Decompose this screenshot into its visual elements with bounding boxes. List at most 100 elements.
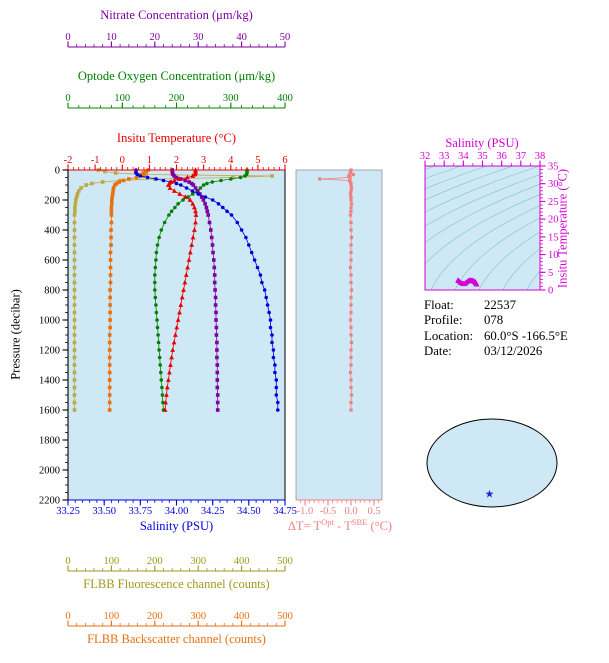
svg-text:25: 25: [548, 197, 559, 208]
svg-text:300: 300: [223, 93, 239, 104]
svg-text:34.00: 34.00: [165, 506, 189, 517]
svg-text:10: 10: [548, 250, 559, 261]
delta-t-title-sup-sbe: SBE: [351, 517, 368, 527]
svg-text:10: 10: [106, 32, 117, 43]
info-float-value: 22537: [484, 298, 516, 312]
fluorescence-axis-title: FLBB Fluorescence channel (counts): [83, 577, 270, 591]
svg-text:3: 3: [201, 155, 206, 166]
svg-text:35: 35: [548, 162, 559, 173]
svg-text:20: 20: [548, 215, 559, 226]
svg-text:2000: 2000: [39, 466, 60, 477]
svg-text:200: 200: [44, 196, 60, 207]
svg-text:34.75: 34.75: [273, 506, 297, 517]
info-profile-value: 078: [484, 313, 504, 328]
svg-text:38: 38: [535, 151, 546, 162]
info-location-value: 60.0°S -166.5°E: [484, 328, 568, 343]
backscatter-axis-title: FLBB Backscatter channel (counts): [87, 632, 266, 646]
series-temperature: [162, 167, 199, 412]
ts-scatter: [455, 277, 480, 287]
svg-text:400: 400: [234, 611, 250, 622]
ts-isopycnal-contours: [425, 166, 540, 290]
svg-text:0: 0: [65, 611, 70, 622]
svg-text:20: 20: [150, 32, 161, 43]
map-ocean: [427, 419, 557, 507]
svg-text:1600: 1600: [39, 406, 60, 417]
ts-salinity-title: Salinity (PSU): [445, 136, 519, 150]
delta-t-title-suffix: (°C): [367, 519, 393, 534]
series-nitrate: [170, 168, 220, 412]
svg-text:400: 400: [44, 226, 60, 237]
ts-panel-bg: [425, 166, 540, 290]
svg-text:5: 5: [255, 155, 260, 166]
temperature-axis-title: Insitu Temperature (°C): [116, 131, 237, 145]
float-info: Float: 22537 Profile: 078 Location: 60.0°S …: [424, 298, 568, 359]
delta-t-title-prefix: ΔT= T: [287, 519, 322, 534]
world-map: [426, 418, 558, 508]
svg-text:300: 300: [190, 611, 206, 622]
temperature-axis: -2 -1 0 1 2 3 4 5 6: [64, 155, 288, 171]
svg-text:34.25: 34.25: [201, 506, 225, 517]
ts-salinity-axis: 32 33 34 35 36 37 38: [420, 151, 546, 167]
svg-text:33: 33: [439, 151, 450, 162]
svg-text:2200: 2200: [39, 496, 60, 507]
svg-text:33.75: 33.75: [129, 506, 153, 517]
svg-text:500: 500: [277, 611, 293, 622]
svg-text:0.5: 0.5: [367, 506, 380, 517]
svg-text:0: 0: [120, 155, 125, 166]
float-location-star-icon: [485, 489, 494, 498]
svg-text:34.50: 34.50: [237, 506, 261, 517]
info-profile: Profile: 078: [424, 313, 568, 328]
svg-text:36: 36: [496, 151, 507, 162]
svg-text:1000: 1000: [39, 316, 60, 327]
pressure-axis-title: Pressure (decibar): [8, 289, 23, 380]
info-profile-label: Profile:: [424, 313, 463, 328]
svg-text:400: 400: [277, 93, 293, 104]
svg-text:50: 50: [280, 32, 291, 43]
ts-temperature-axis: 0 5 10 15 20 25 30 35: [540, 162, 559, 297]
svg-text:100: 100: [104, 611, 120, 622]
svg-text:1: 1: [147, 155, 152, 166]
delta-t-title-mid: - T: [333, 519, 352, 534]
svg-text:0: 0: [65, 556, 70, 567]
svg-text:400: 400: [234, 556, 250, 567]
svg-text:500: 500: [277, 556, 293, 567]
svg-text:6: 6: [282, 155, 287, 166]
svg-text:800: 800: [44, 286, 60, 297]
salinity-axis-title: Salinity (PSU): [139, 519, 214, 533]
svg-text:34: 34: [458, 151, 469, 162]
svg-text:600: 600: [44, 256, 60, 267]
svg-text:0: 0: [65, 93, 70, 104]
info-location-label: Location:: [424, 328, 474, 343]
info-date: Date: 03/12/2026: [424, 344, 568, 359]
svg-text:4: 4: [228, 155, 234, 166]
svg-text:40: 40: [236, 32, 247, 43]
map-outline: [426, 418, 558, 508]
info-date-label: Date:: [424, 344, 452, 359]
series-salinity: [134, 168, 280, 412]
series-backscatter: [107, 168, 151, 412]
svg-text:-1: -1: [91, 155, 100, 166]
svg-text:33.25: 33.25: [56, 506, 80, 517]
svg-text:30: 30: [193, 32, 204, 43]
ts-temperature-title: Insitu Temperature (°C): [555, 168, 570, 289]
svg-text:37: 37: [516, 151, 527, 162]
svg-text:200: 200: [169, 93, 185, 104]
series-delta-t: [318, 168, 355, 412]
series-oxygen: [153, 168, 249, 412]
info-float: Float: 22537: [424, 298, 568, 313]
oxygen-axis-title: Optode Oxygen Concentration (μm/kg): [77, 69, 276, 83]
svg-text:5: 5: [548, 268, 553, 279]
svg-text:0: 0: [548, 286, 553, 297]
svg-text:200: 200: [147, 611, 163, 622]
svg-text:30: 30: [548, 179, 559, 190]
svg-text:1200: 1200: [39, 346, 60, 357]
svg-text:-0.5: -0.5: [320, 506, 337, 517]
svg-text:2: 2: [174, 155, 179, 166]
svg-text:0: 0: [55, 166, 60, 177]
pressure-axis: 0 200 400 600 800 1000 1200 1400 1600 1800 2000 220…: [39, 166, 286, 507]
svg-text:200: 200: [147, 556, 163, 567]
delta-t-panel-bg: [295, 169, 383, 501]
fluorescence-axis: 0 100 200 300 400 500: [65, 556, 293, 572]
